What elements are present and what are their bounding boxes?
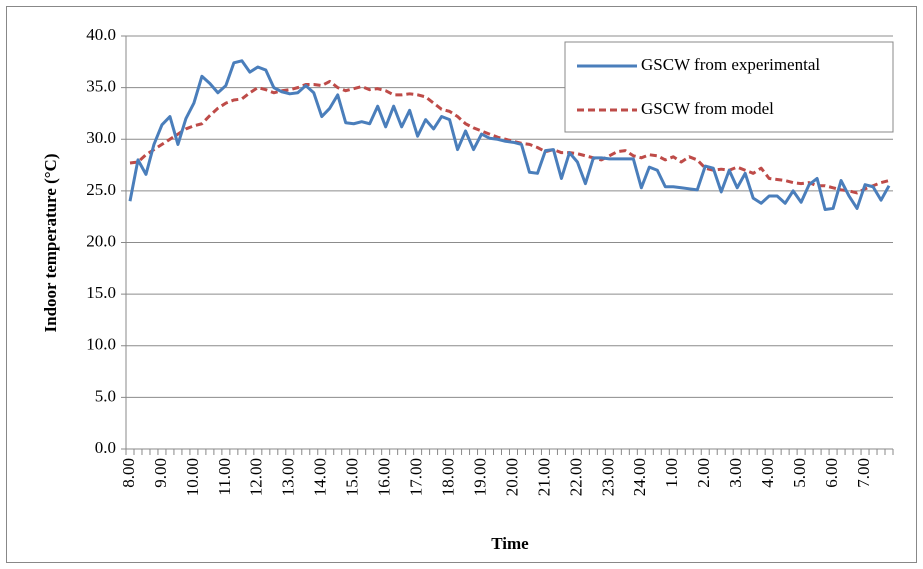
x-tick-label: 12.00	[247, 458, 266, 496]
y-tick-label: 10.0	[86, 335, 116, 354]
x-tick-label: 18.00	[438, 458, 457, 496]
x-tick-label: 8.00	[119, 458, 138, 488]
x-tick-label: 7.00	[854, 458, 873, 488]
x-tick-label: 4.00	[758, 458, 777, 488]
x-tick-label: 5.00	[790, 458, 809, 488]
x-tick-label: 21.00	[534, 458, 553, 496]
x-tick-label: 15.00	[343, 458, 362, 496]
y-tick-label: 20.0	[86, 231, 116, 250]
y-tick-label: 25.0	[86, 180, 116, 199]
x-tick-label: 20.00	[502, 458, 521, 496]
x-tick-label: 6.00	[822, 458, 841, 488]
legend-label: GSCW from model	[641, 99, 774, 118]
legend-label: GSCW from experimental	[641, 55, 820, 74]
x-axis-title: Time	[491, 534, 529, 553]
series-line	[129, 79, 890, 195]
x-tick-label: 11.00	[215, 458, 234, 496]
x-tick-label: 24.00	[630, 458, 649, 496]
series-line	[128, 59, 891, 211]
y-tick-label: 0.0	[95, 438, 116, 457]
x-tick-label: 22.00	[566, 458, 585, 496]
y-axis-title: Indoor temperature (°C)	[41, 154, 60, 333]
x-tick-label: 9.00	[151, 458, 170, 488]
x-tick-label: 3.00	[726, 458, 745, 488]
y-tick-label: 5.0	[95, 386, 116, 405]
y-tick-label: 35.0	[86, 77, 116, 96]
y-tick-label: 30.0	[86, 128, 116, 147]
x-tick-label: 13.00	[279, 458, 298, 496]
x-tick-label: 14.00	[311, 458, 330, 496]
x-tick-label: 19.00	[470, 458, 489, 496]
x-tick-label: 17.00	[407, 458, 426, 496]
y-tick-label: 15.0	[86, 283, 116, 302]
x-tick-label: 10.00	[183, 458, 202, 496]
x-tick-label: 16.00	[375, 458, 394, 496]
legend-box	[564, 41, 894, 133]
x-tick-label: 23.00	[598, 458, 617, 496]
x-tick-label: 1.00	[662, 458, 681, 488]
x-tick-label: 2.00	[694, 458, 713, 488]
y-tick-label: 40.0	[86, 25, 116, 44]
